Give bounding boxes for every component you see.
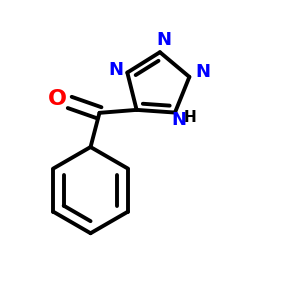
Text: N: N [171,111,186,129]
Text: H: H [184,110,196,125]
Text: N: N [109,61,124,79]
Text: N: N [196,62,211,80]
Text: N: N [156,31,171,49]
Text: O: O [48,89,68,110]
